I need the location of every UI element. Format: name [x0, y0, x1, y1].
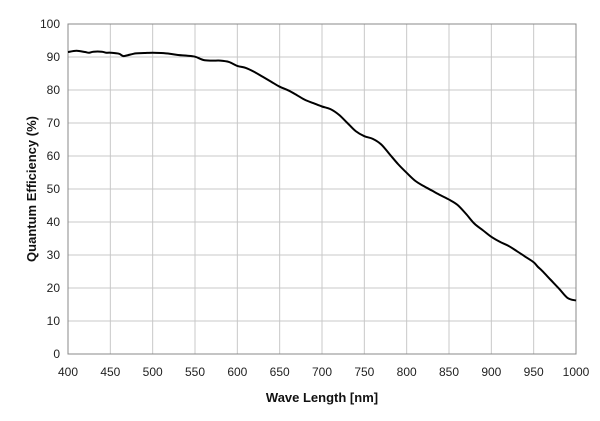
y-tick-label: 0	[53, 347, 60, 361]
x-tick-labels: 400 450 500 550 600 650 700 750 800 850 900 950 1000	[58, 365, 590, 379]
y-tick-label: 100	[40, 17, 60, 31]
x-tick-label: 700	[312, 365, 332, 379]
x-tick-label: 1000	[563, 365, 590, 379]
x-tick-label: 850	[439, 365, 459, 379]
y-tick-label: 20	[47, 281, 61, 295]
x-tick-label: 600	[227, 365, 247, 379]
plot-frame	[67, 23, 577, 355]
y-tick-label: 90	[47, 50, 61, 64]
x-axis-title: Wave Length [nm]	[266, 390, 378, 405]
x-tick-label: 750	[354, 365, 374, 379]
x-tick-label: 650	[270, 365, 290, 379]
y-tick-label: 60	[47, 149, 61, 163]
quantum-efficiency-line	[67, 49, 577, 302]
grid	[67, 23, 577, 355]
y-tick-label: 50	[47, 182, 61, 196]
y-tick-label: 10	[47, 314, 61, 328]
y-tick-label: 80	[47, 83, 61, 97]
x-tick-label: 900	[481, 365, 501, 379]
x-tick-label: 800	[397, 365, 417, 379]
x-tick-label: 500	[143, 365, 163, 379]
x-tick-label: 450	[100, 365, 120, 379]
x-tick-label: 950	[524, 365, 544, 379]
x-tick-label: 400	[58, 365, 78, 379]
y-tick-label: 30	[47, 248, 61, 262]
y-tick-label: 40	[47, 215, 61, 229]
y-tick-label: 70	[47, 116, 61, 130]
y-axis-title: Quantum Efficiency (%)	[24, 116, 39, 262]
y-tick-labels: 0 10 20 30 40 50 60 70 80 90 100	[40, 17, 60, 361]
x-tick-label: 550	[185, 365, 205, 379]
